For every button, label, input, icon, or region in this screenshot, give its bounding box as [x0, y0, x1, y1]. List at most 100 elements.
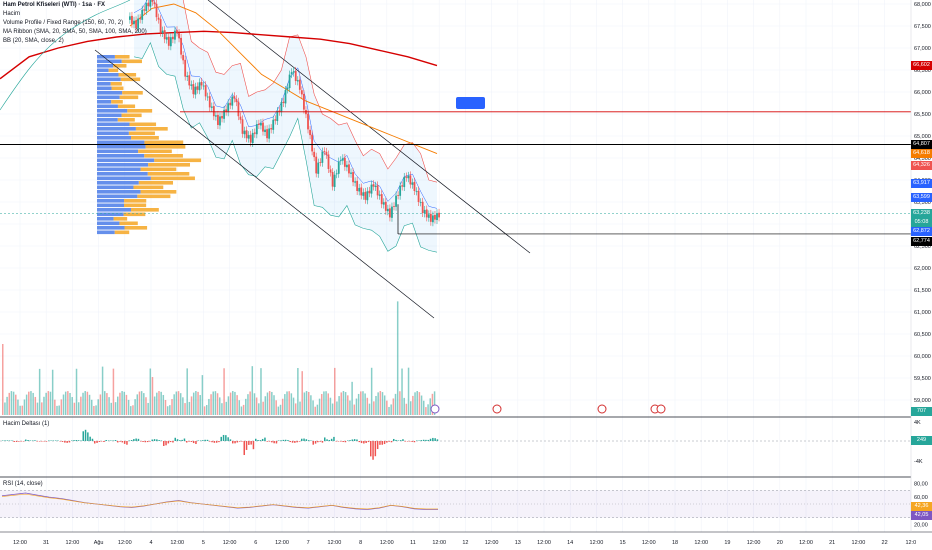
delta-bar	[268, 441, 271, 442]
delta-bar	[271, 441, 273, 443]
volume-bar	[123, 391, 126, 415]
volume-bar	[158, 391, 160, 415]
volume-bar	[145, 397, 147, 415]
candle-body	[182, 55, 185, 61]
delta-bar	[87, 432, 89, 441]
delta-bar	[199, 440, 202, 441]
volume-bars	[2, 301, 436, 415]
delta-bar	[82, 431, 84, 441]
delta-bar	[36, 441, 38, 442]
delta-bar	[128, 440, 130, 441]
symbol-title[interactable]: Ham Petrol Kfiseleri (WTI) · 1sa · FX	[3, 2, 106, 8]
volume-bar	[301, 371, 303, 415]
volume-bar	[169, 405, 171, 415]
vp-row-down	[128, 131, 155, 136]
time-tick-label: 12:00	[537, 540, 551, 546]
candle-body	[300, 90, 303, 95]
vp-row-up	[97, 82, 111, 86]
rsi-pane-title[interactable]: RSI (14, close)	[3, 481, 43, 487]
horizontal-levels[interactable]	[0, 111, 911, 235]
time-axis[interactable]: 12:00 31 12:00 Ağu 12:00 4 12:00 5 12:00 6 12:00 7 1…	[13, 540, 916, 546]
vp-row-up	[97, 68, 109, 73]
volume-bar	[95, 405, 97, 415]
delta-bar	[98, 441, 101, 442]
candle-body	[323, 151, 326, 152]
candle-body	[331, 172, 334, 187]
delta-bar	[397, 440, 400, 441]
volume-bar	[425, 407, 427, 415]
candle-body	[204, 85, 207, 97]
delta-bar	[229, 439, 232, 441]
price-tick-label: 61,500	[914, 288, 931, 294]
volume-bar	[253, 393, 256, 415]
volume-bar	[49, 391, 52, 415]
volume-bar	[429, 398, 431, 415]
volume-bar	[8, 392, 11, 415]
candle-body	[364, 191, 367, 200]
vp-row-down	[123, 212, 146, 217]
volume-bar	[299, 401, 301, 415]
price-tick-label: 61,000	[914, 310, 931, 316]
volume-bar	[69, 392, 71, 415]
volume-bar	[6, 396, 8, 415]
delta-pane-title[interactable]: Hacim Deltası (1)	[3, 421, 50, 427]
delta-bar	[436, 439, 439, 441]
volume-bar	[236, 395, 238, 415]
vp-row-up	[97, 113, 122, 118]
delta-bar	[234, 441, 236, 444]
candle-body	[425, 209, 428, 218]
delta-bar	[393, 438, 395, 441]
price-tick-label: 67,500	[914, 24, 931, 30]
volume-bar	[205, 405, 208, 415]
time-tick-label: 12:00	[799, 540, 813, 546]
time-tick-label: 5	[202, 540, 205, 546]
volume-bar	[216, 393, 219, 415]
delta-bar	[117, 441, 119, 443]
delta-bar	[213, 441, 216, 443]
candle-body	[282, 101, 285, 103]
delta-bar	[204, 439, 206, 441]
candle-body	[151, 0, 154, 2]
delta-bar	[351, 439, 354, 441]
volume-bar	[173, 394, 175, 415]
candle-body	[317, 162, 320, 174]
candle-body	[163, 30, 166, 40]
legend-ma-ribbon[interactable]: MA Ribbon (SMA, 20, SMA, 50, SMA, 100, S…	[3, 29, 147, 35]
candle-body	[241, 119, 244, 134]
delta-bar	[429, 438, 432, 441]
delta-bar	[103, 441, 105, 442]
candle-body	[157, 17, 160, 20]
legend-bollinger[interactable]: BB (20, SMA, close, 2)	[3, 38, 64, 44]
economic-events[interactable]	[430, 404, 666, 414]
delta-bar	[215, 441, 218, 443]
order-flag-button[interactable]	[456, 97, 485, 109]
delta-bar	[298, 441, 301, 442]
candle-body	[399, 185, 402, 196]
candle-body	[145, 3, 148, 12]
volume-bar	[160, 391, 162, 415]
volume-bar	[418, 392, 421, 415]
delta-bar	[153, 439, 156, 441]
candle-body	[438, 212, 440, 218]
volume-bar	[64, 391, 67, 415]
delta-bar	[4, 440, 6, 441]
volume-bar	[12, 391, 15, 415]
legend-volume-profile[interactable]: Volume Profile / Fixed Range (150, 60, 7…	[3, 20, 124, 26]
volume-bar	[336, 401, 338, 415]
delta-bar	[176, 439, 179, 441]
volume-bar	[403, 397, 405, 415]
candle-body	[171, 36, 174, 40]
delta-bar	[94, 441, 96, 444]
delta-bar	[250, 441, 252, 445]
candle-body	[235, 99, 238, 103]
volume-bar	[166, 406, 169, 415]
vp-row-up	[97, 77, 121, 82]
volume-bar	[221, 403, 223, 415]
delta-bar	[261, 438, 264, 441]
time-tick-label: 12:00	[66, 540, 80, 546]
volume-bar	[351, 381, 353, 415]
legend-volume[interactable]: Hacim	[3, 11, 21, 17]
time-tick-label: Ağu	[94, 540, 104, 546]
candle-body	[354, 181, 357, 183]
